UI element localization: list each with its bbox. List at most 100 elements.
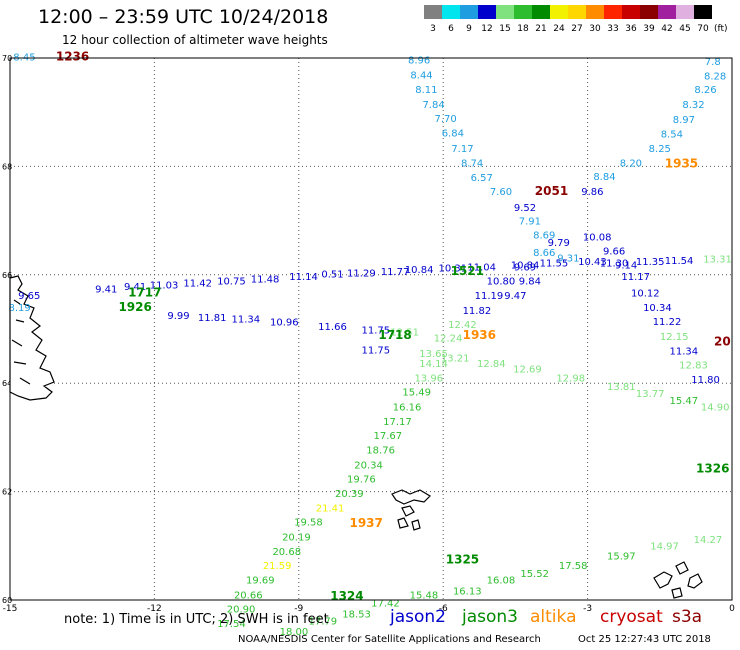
wave-height-point: 8.54 bbox=[661, 130, 683, 141]
wave-height-point: 9.41 bbox=[95, 285, 117, 296]
colorbar-swatch bbox=[514, 5, 532, 19]
colorbar-tick-label: 12 bbox=[481, 24, 492, 33]
wave-height-point: 6.57 bbox=[471, 173, 493, 184]
wave-height-point: 20.34 bbox=[354, 460, 383, 471]
wave-height-point: 14.14 bbox=[419, 359, 448, 370]
wave-height-point: 12.51 bbox=[390, 328, 419, 339]
wave-height-point: 21.59 bbox=[263, 561, 292, 572]
wave-height-point: 16.16 bbox=[393, 402, 422, 413]
wave-height-point: 20.66 bbox=[234, 590, 263, 601]
wave-height-point: 12.69 bbox=[513, 364, 542, 375]
colorbar-swatch bbox=[496, 5, 514, 19]
wave-height-point: 9.31 bbox=[557, 253, 579, 264]
colorbar-tick-label: 15 bbox=[499, 24, 510, 33]
wave-height-point: 9.69 bbox=[514, 262, 536, 273]
colorbar-swatch bbox=[478, 5, 496, 19]
x-tick-label: -9 bbox=[294, 604, 303, 614]
wave-height-point: 9.52 bbox=[514, 203, 536, 214]
pass-time-label: 1936 bbox=[463, 328, 496, 342]
y-tick-label: 70 bbox=[2, 54, 12, 63]
wave-height-point: 9.41 bbox=[124, 282, 146, 293]
wave-height-point: 11.34 bbox=[670, 346, 699, 357]
wave-height-point: 11.29 bbox=[347, 268, 376, 279]
wave-height-point: 10.43 bbox=[578, 257, 607, 268]
wave-height-point: 9.14 bbox=[615, 260, 637, 271]
pass-time-label: 1937 bbox=[349, 516, 382, 530]
wave-height-point: 11.22 bbox=[653, 317, 682, 328]
wave-height-point: 9.86 bbox=[581, 187, 603, 198]
pass-time-label: 1326 bbox=[696, 462, 729, 476]
wave-height-point: 14.27 bbox=[694, 535, 723, 546]
colorbar-swatch bbox=[586, 5, 604, 19]
wave-height-point: 8.28 bbox=[704, 72, 726, 83]
wave-height-point: 11.82 bbox=[463, 306, 492, 317]
wave-height-point: 8.26 bbox=[694, 85, 716, 96]
legend-cryosat: cryosat bbox=[600, 607, 663, 627]
colorbar-tick-label: 21 bbox=[535, 24, 546, 33]
colorbar-swatch bbox=[658, 5, 676, 19]
y-tick-label: 68 bbox=[2, 162, 12, 171]
faroe-islands bbox=[391, 489, 431, 531]
wave-height-point: 10.34 bbox=[643, 303, 672, 314]
footer-source: NOAA/NESDIS Center for Satellite Applica… bbox=[238, 634, 541, 645]
wave-height-point: 11.30 bbox=[600, 259, 629, 270]
wave-height-point: 12.83 bbox=[679, 361, 708, 372]
wave-height-point: 13.31 bbox=[703, 254, 732, 265]
wave-height-point: 8.69 bbox=[533, 230, 555, 241]
wave-height-point: 9.99 bbox=[167, 311, 189, 322]
wave-height-point: 9.47 bbox=[504, 291, 526, 302]
wave-height-point: 7.91 bbox=[519, 216, 541, 227]
colorbar-tick-label: 36 bbox=[625, 24, 637, 33]
wave-height-point: 11.04 bbox=[467, 262, 496, 273]
wave-height-point: 10.80 bbox=[487, 277, 516, 288]
page-title: 12:00 – 23:59 UTC 10/24/2018 bbox=[38, 6, 329, 28]
colorbar-tick-label: 45 bbox=[679, 24, 690, 33]
wave-height-point: 14.90 bbox=[701, 402, 730, 413]
wave-height-point: 21.41 bbox=[316, 504, 345, 515]
wave-height-point: 19.69 bbox=[246, 576, 275, 587]
colorbar-swatch bbox=[550, 5, 568, 19]
wave-height-point: 11.80 bbox=[691, 375, 720, 386]
wave-height-point: 12.42 bbox=[448, 320, 477, 331]
wave-height-point: 8.19 bbox=[8, 303, 30, 314]
wave-height-point: 15.47 bbox=[670, 396, 699, 407]
wave-height-point: 11.81 bbox=[198, 313, 227, 324]
wave-height-point: 20.68 bbox=[272, 547, 301, 558]
colorbar-swatch bbox=[604, 5, 622, 19]
wave-height-point: 11.42 bbox=[183, 279, 212, 290]
colorbar-tick-label: 33 bbox=[607, 24, 618, 33]
colorbar-swatch bbox=[442, 5, 460, 19]
colorbar-unit: (ft) bbox=[714, 24, 728, 33]
wave-height-point: 9.66 bbox=[603, 247, 625, 258]
wave-height-point: 16.13 bbox=[453, 587, 482, 598]
pass-time-label: 1718 bbox=[378, 328, 411, 342]
wave-height-point: 10.12 bbox=[631, 288, 660, 299]
colorbar-tick-label: 3 bbox=[430, 24, 436, 33]
wave-height-point: 7.60 bbox=[490, 187, 512, 198]
colorbar-tick-label: 24 bbox=[553, 24, 565, 33]
colorbar-tick-label: 27 bbox=[571, 24, 582, 33]
wave-height-point: 20.39 bbox=[335, 489, 364, 500]
page-subtitle: 12 hour collection of altimeter wave hei… bbox=[62, 33, 328, 47]
pass-time-label: 1324 bbox=[330, 589, 363, 603]
wave-height-point: 17.17 bbox=[383, 417, 412, 428]
wave-height-point: 17.54 bbox=[217, 619, 246, 630]
wave-height-point: 13.21 bbox=[441, 354, 470, 365]
colorbar-swatch bbox=[694, 5, 712, 19]
wave-height-point: 11.77 bbox=[381, 267, 410, 278]
coastlines bbox=[9, 275, 703, 599]
wave-height-point: 8.74 bbox=[461, 158, 483, 169]
wave-height-point: 9.79 bbox=[548, 238, 570, 249]
colorbar-tick-label: 9 bbox=[466, 24, 472, 33]
wave-height-point: 13.65 bbox=[419, 349, 448, 360]
wave-height-point: 17.58 bbox=[559, 561, 588, 572]
colorbar-swatch bbox=[568, 5, 586, 19]
wave-height-point: 10.75 bbox=[217, 277, 246, 288]
x-tick-label: 0 bbox=[729, 604, 735, 614]
map-frame bbox=[9, 57, 733, 601]
wave-height-point: 15.48 bbox=[410, 590, 439, 601]
wave-height-point: 17.42 bbox=[371, 599, 400, 610]
pass-time-label: 1717 bbox=[128, 285, 161, 299]
pass-time-label: 1325 bbox=[446, 553, 479, 567]
wave-height-point: 18.53 bbox=[342, 609, 371, 620]
